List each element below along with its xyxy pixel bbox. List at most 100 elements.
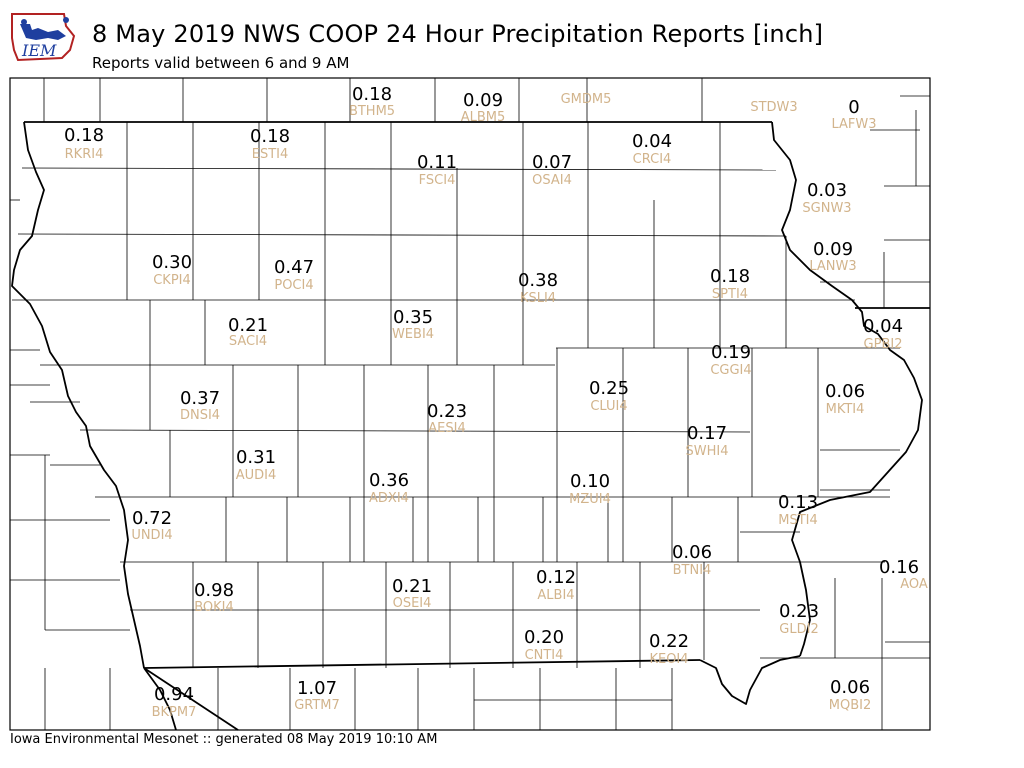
station-value: 0.16: [879, 557, 919, 578]
map-footer: Iowa Environmental Mesonet :: generated …: [10, 732, 438, 747]
station-id: KEOI4: [649, 652, 688, 667]
station-id: AUDI4: [236, 468, 277, 483]
station-value: 0.37: [180, 388, 220, 409]
station-value: 0: [848, 97, 859, 118]
station-id: GLDI2: [779, 622, 818, 637]
station-value: 0.10: [570, 471, 610, 492]
county-lines: [10, 78, 930, 730]
station-value: 0.18: [352, 84, 392, 105]
station-value: 0.47: [274, 257, 314, 278]
station-value: 0.35: [393, 307, 433, 328]
station-id: CKPI4: [153, 273, 191, 288]
station-id: FSCI4: [419, 173, 456, 188]
station-value: 0.06: [830, 677, 870, 698]
station-value: 0.18: [250, 126, 290, 147]
station-id: GPBI2: [864, 337, 903, 352]
map-frame: [9, 77, 931, 731]
station-id: ESTI4: [252, 147, 289, 162]
station-id: MKTI4: [826, 402, 865, 417]
station-value: 0.20: [524, 627, 564, 648]
station-id: STDW3: [750, 100, 797, 115]
station-id: MZUI4: [569, 492, 611, 507]
station-value: 0.18: [710, 266, 750, 287]
station-id: CLUI4: [590, 399, 627, 414]
station-id: ADXI4: [369, 491, 409, 506]
station-id: CRCI4: [633, 152, 672, 167]
state-borders: [11, 121, 930, 731]
station-value: 0.04: [863, 316, 903, 337]
station-value: 0.21: [228, 315, 268, 336]
station-value: 0.38: [518, 270, 558, 291]
station-id: AOA: [900, 577, 928, 592]
station-value: 0.12: [536, 567, 576, 588]
station-id: RKRI4: [65, 147, 104, 162]
station-id: BTHM5: [349, 104, 395, 119]
station-value: 0.23: [427, 401, 467, 422]
station-id: GMDM5: [561, 92, 612, 107]
station-value: 0.07: [532, 152, 572, 173]
station-id: POCI4: [274, 278, 313, 293]
station-id: OSEI4: [393, 596, 432, 611]
station-value: 0.94: [154, 684, 194, 705]
station-id: ALBI4: [537, 588, 574, 603]
station-value: 0.06: [825, 381, 865, 402]
station-value: 0.04: [632, 131, 672, 152]
station-id: WEBI4: [392, 327, 434, 342]
map-subtitle: Reports valid between 6 and 9 AM: [92, 54, 350, 72]
station-id: SGNW3: [802, 201, 851, 216]
station-id: LAFW3: [831, 117, 876, 132]
station-value: 0.72: [132, 508, 172, 529]
station-id: BTNI4: [673, 563, 712, 578]
station-value: 0.03: [807, 180, 847, 201]
station-id: BKPM7: [152, 705, 197, 720]
station-value: 0.13: [778, 492, 818, 513]
station-id: OSAI4: [532, 173, 572, 188]
station-gmdm5: GMDM5: [561, 92, 612, 107]
station-stdw3: STDW3: [750, 100, 797, 115]
station-id: SPTI4: [712, 287, 748, 302]
station-id: SACI4: [229, 334, 267, 349]
station-value: 0.23: [779, 601, 819, 622]
station-value: 0.11: [417, 152, 457, 173]
station-id: SWHI4: [686, 444, 729, 459]
station-value: 0.31: [236, 447, 276, 468]
station-id: BOKI4: [194, 600, 234, 615]
station-value: 0.36: [369, 470, 409, 491]
station-id: LANW3: [809, 259, 856, 274]
